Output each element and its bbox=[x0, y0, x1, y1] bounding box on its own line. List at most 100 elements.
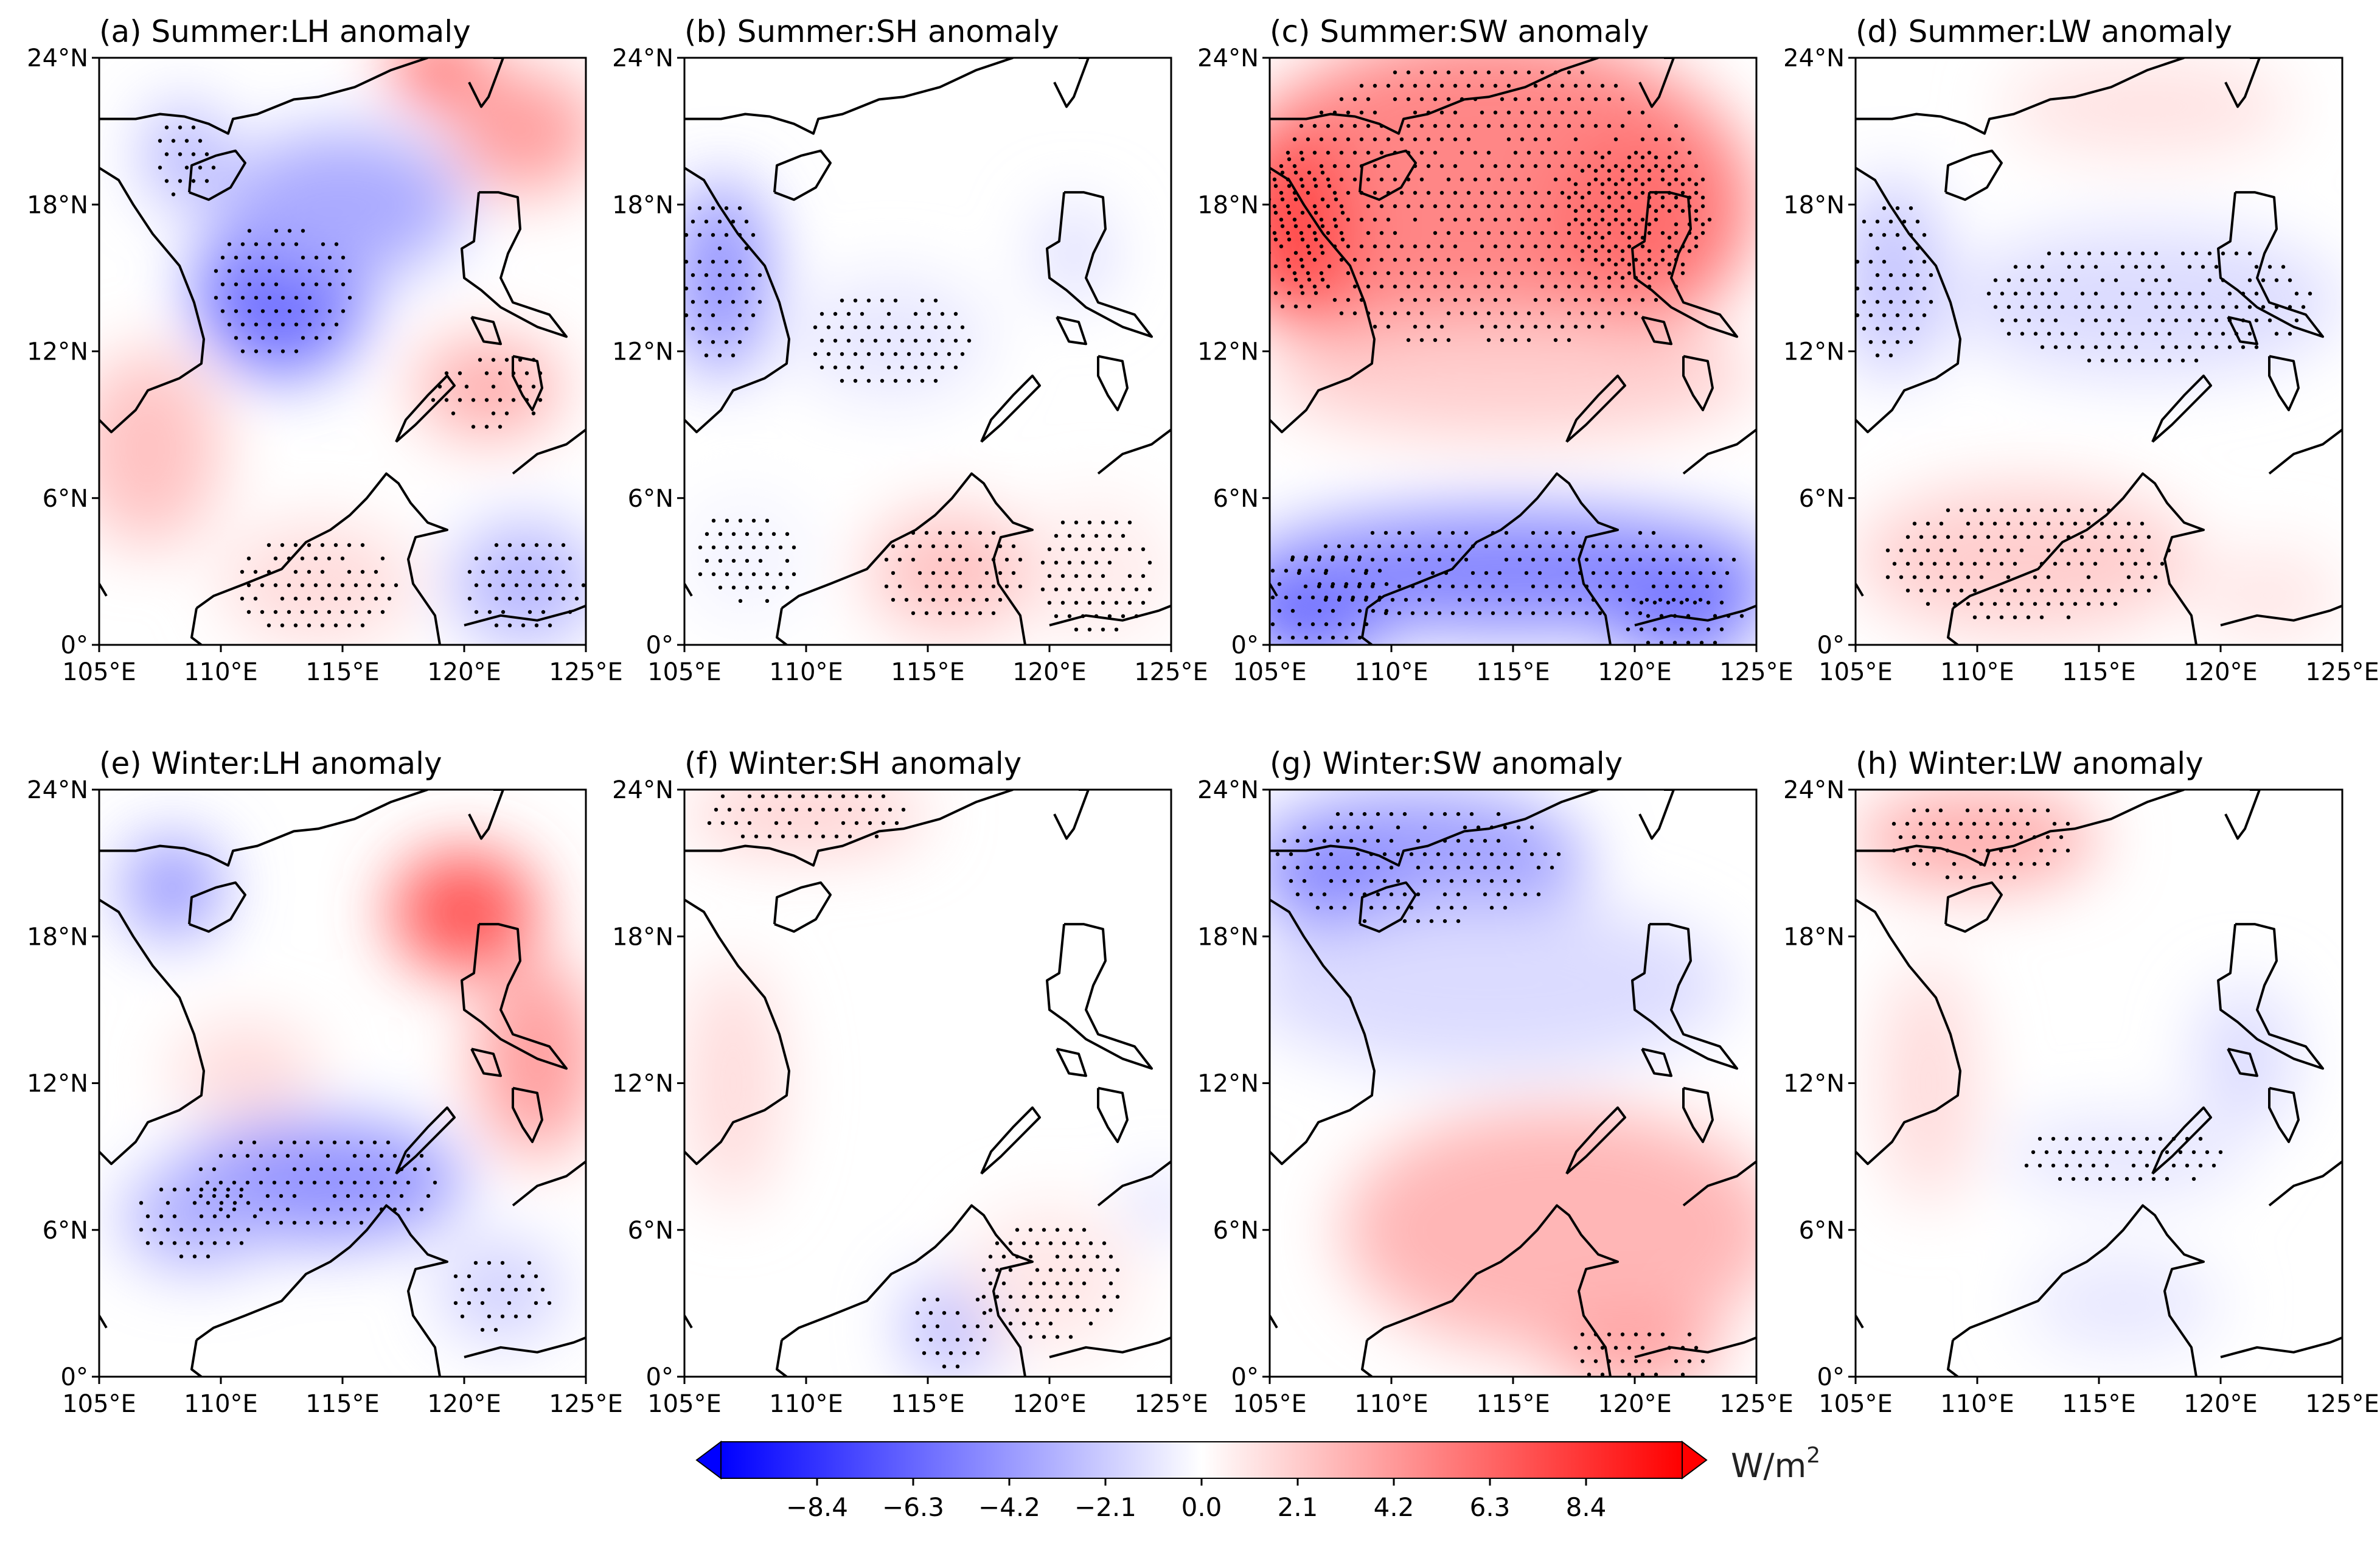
significance-dot bbox=[1370, 584, 1375, 589]
significance-dot bbox=[897, 584, 902, 589]
significance-dot bbox=[1493, 217, 1498, 222]
significance-dot bbox=[2201, 345, 2205, 349]
significance-dot bbox=[2120, 535, 2124, 539]
significance-dot bbox=[2187, 265, 2192, 269]
anomaly-region bbox=[794, 277, 989, 400]
significance-dot bbox=[1647, 1359, 1652, 1363]
significance-dot bbox=[1067, 587, 1072, 591]
significance-dot bbox=[2073, 602, 2078, 606]
significance-dot bbox=[444, 398, 449, 402]
significance-dot bbox=[891, 544, 896, 549]
significance-dot bbox=[705, 532, 709, 536]
significance-dot bbox=[1379, 284, 1384, 289]
significance-dot bbox=[320, 623, 325, 628]
significance-dot bbox=[1620, 311, 1625, 316]
significance-dot bbox=[1654, 1372, 1658, 1377]
significance-dot bbox=[1496, 838, 1501, 843]
significance-dot bbox=[881, 821, 886, 826]
significance-dot bbox=[1127, 600, 1132, 605]
significance-dot bbox=[2140, 548, 2145, 552]
significance-dot bbox=[924, 611, 929, 616]
coastline bbox=[470, 316, 502, 346]
significance-dot bbox=[1303, 584, 1308, 589]
significance-dot bbox=[1856, 287, 1860, 291]
significance-dot bbox=[1419, 204, 1424, 209]
significance-dot bbox=[1272, 177, 1277, 182]
significance-dot bbox=[333, 543, 338, 548]
significance-dot bbox=[1088, 1241, 1093, 1245]
significance-dot bbox=[2073, 305, 2078, 309]
significance-dot bbox=[940, 365, 945, 370]
y-tick-label: 6°N bbox=[628, 1217, 673, 1245]
significance-dot bbox=[944, 597, 949, 602]
significance-dot bbox=[347, 543, 352, 548]
significance-dot bbox=[1317, 608, 1322, 613]
significance-dot bbox=[920, 325, 925, 330]
significance-dot bbox=[1430, 544, 1435, 549]
significance-dot bbox=[2059, 521, 2064, 526]
coastline bbox=[1631, 191, 1738, 338]
significance-dot bbox=[717, 327, 722, 331]
significance-dot bbox=[1551, 544, 1556, 549]
coastline bbox=[195, 472, 448, 645]
colorbar-gradient bbox=[720, 1441, 1683, 1479]
significance-dot bbox=[1437, 530, 1442, 535]
significance-dot bbox=[524, 371, 529, 375]
significance-dot bbox=[960, 325, 965, 330]
significance-dot bbox=[1399, 271, 1404, 276]
significance-dot bbox=[1363, 571, 1368, 576]
significance-dot bbox=[738, 518, 743, 523]
significance-dot bbox=[1882, 313, 1887, 318]
y-tick-label: 6°N bbox=[1213, 1217, 1259, 1245]
significance-dot bbox=[1357, 584, 1362, 589]
significance-dot bbox=[1529, 825, 1534, 830]
significance-dot bbox=[1317, 635, 1322, 640]
significance-dot bbox=[1055, 1281, 1060, 1285]
significance-dot bbox=[2051, 1163, 2056, 1168]
significance-dot bbox=[534, 1301, 538, 1306]
significance-dot bbox=[922, 1351, 927, 1355]
significance-dot bbox=[1868, 260, 1873, 264]
coastline bbox=[776, 1340, 788, 1377]
significance-dot bbox=[184, 139, 189, 143]
significance-dot bbox=[1366, 177, 1371, 182]
significance-dot bbox=[1700, 195, 1705, 200]
significance-dot bbox=[821, 807, 826, 812]
significance-dot bbox=[1946, 562, 1950, 566]
significance-dot bbox=[2234, 251, 2239, 256]
significance-dot bbox=[1001, 1308, 1006, 1312]
significance-dot bbox=[178, 152, 183, 156]
y-tick-label: 18°N bbox=[27, 923, 88, 951]
significance-dot bbox=[1607, 257, 1612, 262]
significance-dot bbox=[1399, 244, 1404, 249]
significance-dot bbox=[199, 1214, 204, 1219]
significance-dot bbox=[1433, 150, 1438, 155]
significance-dot bbox=[2198, 1163, 2203, 1168]
significance-dot bbox=[1607, 195, 1612, 200]
significance-dot bbox=[1446, 177, 1451, 182]
significance-dot bbox=[498, 371, 503, 375]
significance-dot bbox=[1680, 1372, 1685, 1377]
significance-dot bbox=[1258, 596, 1261, 599]
significance-dot bbox=[2174, 318, 2179, 322]
coastline bbox=[2268, 428, 2342, 475]
significance-dot bbox=[1580, 169, 1585, 173]
y-tick-label: 6°N bbox=[628, 485, 673, 513]
significance-dot bbox=[1651, 530, 1656, 535]
significance-dot bbox=[1698, 597, 1703, 602]
y-tick-label: 6°N bbox=[43, 1217, 88, 1245]
significance-dot bbox=[272, 1207, 277, 1212]
significance-dot bbox=[1526, 150, 1531, 155]
significance-dot bbox=[1526, 311, 1531, 316]
significance-dot bbox=[751, 313, 756, 318]
significance-dot bbox=[1540, 231, 1545, 235]
significance-dot bbox=[267, 322, 272, 327]
significance-dot bbox=[1946, 508, 1950, 512]
significance-dot bbox=[1068, 1308, 1073, 1312]
significance-dot bbox=[199, 1188, 204, 1192]
coastline bbox=[1361, 1340, 1373, 1377]
significance-dot bbox=[724, 233, 729, 237]
significance-dot bbox=[2093, 588, 2098, 593]
significance-dot bbox=[1340, 237, 1345, 242]
significance-dot bbox=[1287, 264, 1292, 268]
